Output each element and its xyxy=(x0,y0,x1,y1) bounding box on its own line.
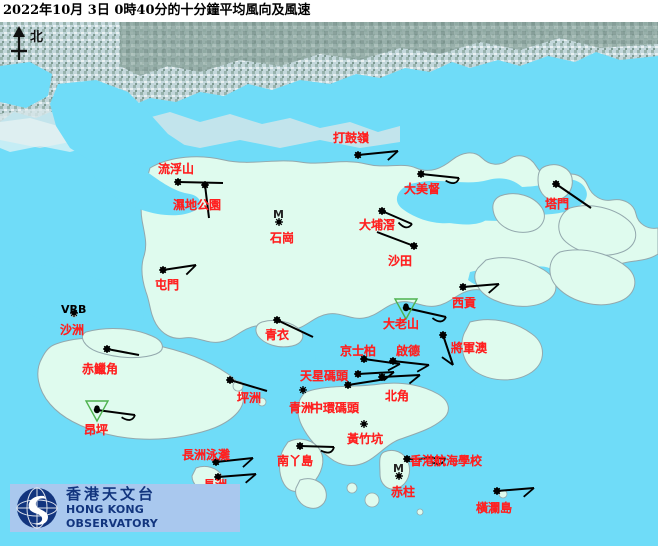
station-marker-star xyxy=(275,218,283,226)
station-marker-star xyxy=(299,386,307,394)
station-marker-star xyxy=(354,151,362,159)
station-label: 打鼓嶺 xyxy=(333,131,370,145)
station-label: 香港航海學校 xyxy=(410,454,483,468)
station-marker-star xyxy=(417,170,425,178)
station-marker-layer xyxy=(70,151,560,495)
station-marker-star xyxy=(410,242,418,250)
station-marker-star xyxy=(360,355,368,363)
station-marker-star xyxy=(459,283,467,291)
station-label: 啟德 xyxy=(396,344,421,358)
station-marker-star xyxy=(201,181,209,189)
station-label: 赤柱 xyxy=(391,485,416,499)
station-marker-star xyxy=(389,357,397,365)
missing-data-flag: M xyxy=(273,208,284,221)
station-label: 流浮山 xyxy=(158,162,195,176)
station-marker-star xyxy=(103,345,111,353)
station-marker-star xyxy=(354,370,362,378)
station-marker-star xyxy=(344,381,352,389)
station-label: 橫瀾島 xyxy=(476,501,513,515)
logo-chinese-name: 香港天文台 xyxy=(66,484,157,503)
station-label: 天星碼頭 xyxy=(300,369,349,383)
station-label: 將軍澳 xyxy=(451,341,488,355)
station-marker-dot xyxy=(403,303,409,309)
north-arrow-label: 北 xyxy=(30,30,44,45)
station-marker-star xyxy=(395,472,403,480)
station-marker-triangle xyxy=(84,400,110,423)
station-label: 昂坪 xyxy=(84,423,109,437)
station-label: 大埔滘 xyxy=(359,218,396,232)
station-marker-star xyxy=(493,487,501,495)
station-marker-star xyxy=(174,178,182,186)
station-marker-star xyxy=(439,331,447,339)
station-marker-star xyxy=(159,266,167,274)
station-label: 黃竹坑 xyxy=(347,432,384,446)
station-label: 青衣 xyxy=(265,328,290,342)
station-marker-triangle xyxy=(393,298,419,321)
station-marker-star xyxy=(212,458,220,466)
station-marker-star xyxy=(273,316,281,324)
station-label: 沙洲 xyxy=(60,323,85,337)
station-label: 中環碼頭 xyxy=(311,401,360,415)
station-label: 西貢 xyxy=(452,296,477,310)
station-marker-star xyxy=(226,376,234,384)
station-label: 塔門 xyxy=(545,197,570,211)
station-label: 長洲泳灘 xyxy=(182,448,231,462)
station-marker-star xyxy=(378,207,386,215)
station-marker-dot xyxy=(94,405,100,411)
station-label: 濕地公園 xyxy=(173,198,222,212)
station-marker-star xyxy=(360,420,368,428)
station-marker-star xyxy=(296,442,304,450)
station-label: 沙田 xyxy=(388,254,413,268)
station-label: 赤鱲角 xyxy=(82,362,119,376)
station-marker-star xyxy=(378,373,386,381)
north-arrow-icon xyxy=(11,26,27,60)
missing-data-flag: M xyxy=(393,462,404,475)
map-coastlines xyxy=(0,152,658,516)
hko-globe-emblem xyxy=(16,487,58,529)
station-marker-star xyxy=(70,309,78,317)
station-label: 青洲 xyxy=(289,401,314,415)
station-label: 京士柏 xyxy=(340,344,377,358)
north-arrow: 北 xyxy=(4,24,64,64)
page-title: 2022年10月 3日 0時40分的十分鐘平均風向及風速 xyxy=(3,3,311,18)
station-marker-star xyxy=(552,180,560,188)
station-label: 北角 xyxy=(385,389,410,403)
station-label: 大老山 xyxy=(383,317,420,331)
station-label: 石崗 xyxy=(270,231,295,245)
hko-logo: 香港天文台 HONG KONG OBSERVATORY xyxy=(10,484,240,532)
station-label: 坪洲 xyxy=(237,391,262,405)
logo-english-name: HONG KONG OBSERVATORY xyxy=(66,502,158,530)
station-marker-star xyxy=(214,473,222,481)
variable-wind-flag: VRB xyxy=(61,303,87,316)
station-label: 屯門 xyxy=(155,278,180,292)
station-label: 南丫島 xyxy=(277,454,314,468)
hong-kong-wind-map xyxy=(0,22,658,546)
station-label: 大美督 xyxy=(404,182,441,196)
station-marker-star xyxy=(403,455,411,463)
